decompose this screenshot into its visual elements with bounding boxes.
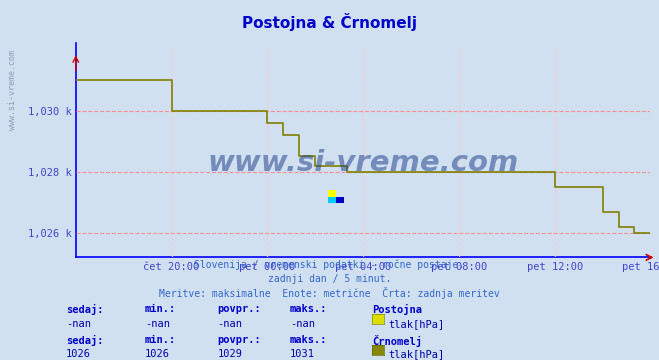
Text: Postojna: Postojna xyxy=(372,304,422,315)
Text: tlak[hPa]: tlak[hPa] xyxy=(389,319,445,329)
Text: povpr.:: povpr.: xyxy=(217,335,261,345)
Text: -nan: -nan xyxy=(290,319,315,329)
Text: 1031: 1031 xyxy=(290,349,315,359)
FancyBboxPatch shape xyxy=(328,197,336,203)
Text: sedaj:: sedaj: xyxy=(66,304,103,315)
Text: www.si-vreme.com: www.si-vreme.com xyxy=(208,149,519,177)
Text: zadnji dan / 5 minut.: zadnji dan / 5 minut. xyxy=(268,274,391,284)
FancyBboxPatch shape xyxy=(336,197,344,203)
Text: 1029: 1029 xyxy=(217,349,243,359)
Text: maks.:: maks.: xyxy=(290,304,328,314)
Text: -nan: -nan xyxy=(145,319,170,329)
Text: maks.:: maks.: xyxy=(290,335,328,345)
Text: sedaj:: sedaj: xyxy=(66,335,103,346)
Text: Črnomelj: Črnomelj xyxy=(372,335,422,347)
Text: Postojna & Črnomelj: Postojna & Črnomelj xyxy=(242,13,417,31)
Text: -nan: -nan xyxy=(217,319,243,329)
Text: 1026: 1026 xyxy=(145,349,170,359)
Text: tlak[hPa]: tlak[hPa] xyxy=(389,349,445,359)
Text: povpr.:: povpr.: xyxy=(217,304,261,314)
Text: Slovenija / vremenski podatki - ročne postaje.: Slovenija / vremenski podatki - ročne po… xyxy=(194,260,465,270)
Text: -nan: -nan xyxy=(66,319,91,329)
Text: min.:: min.: xyxy=(145,335,176,345)
Text: www.si-vreme.com: www.si-vreme.com xyxy=(8,50,17,130)
Text: 1026: 1026 xyxy=(66,349,91,359)
Text: Meritve: maksimalne  Enote: metrične  Črta: zadnja meritev: Meritve: maksimalne Enote: metrične Črta… xyxy=(159,287,500,299)
Text: min.:: min.: xyxy=(145,304,176,314)
FancyBboxPatch shape xyxy=(328,190,336,197)
